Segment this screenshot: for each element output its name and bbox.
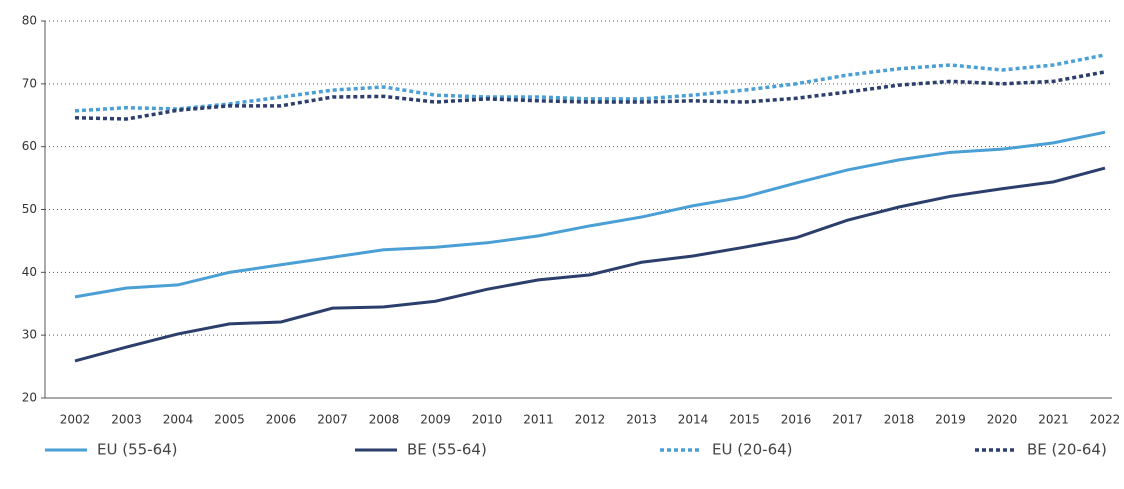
series-line <box>74 70 1106 121</box>
x-tick-label: 2005 <box>214 413 245 427</box>
x-tick-label: 2010 <box>472 413 503 427</box>
x-tick-label: 2021 <box>1038 413 1069 427</box>
x-tick-label: 2022 <box>1090 413 1121 427</box>
x-tick-label: 2003 <box>111 413 142 427</box>
x-tick-label: 2002 <box>60 413 91 427</box>
series-line <box>74 130 1106 299</box>
x-tick-label: 2019 <box>935 413 966 427</box>
x-tick-label: 2009 <box>420 413 451 427</box>
x-tick-label: 2018 <box>884 413 915 427</box>
y-tick-label: 30 <box>22 328 37 342</box>
legend-label: EU (55-64) <box>97 441 178 459</box>
y-tick-label: 20 <box>22 391 37 405</box>
y-tick-label: 50 <box>22 202 37 216</box>
legend-label: BE (20-64) <box>1027 441 1107 459</box>
x-tick-label: 2015 <box>729 413 760 427</box>
x-tick-label: 2007 <box>317 413 348 427</box>
x-tick-label: 2006 <box>266 413 297 427</box>
x-tick-label: 2012 <box>575 413 606 427</box>
x-tick-label: 2004 <box>163 413 194 427</box>
y-tick-label: 80 <box>22 14 37 28</box>
series-line <box>74 53 1106 113</box>
y-tick-label: 40 <box>22 265 37 279</box>
x-tick-label: 2017 <box>832 413 863 427</box>
x-tick-label: 2020 <box>987 413 1018 427</box>
y-tick-label: 60 <box>22 139 37 153</box>
legend-label: EU (20-64) <box>712 441 793 459</box>
x-tick-label: 2016 <box>781 413 812 427</box>
series-line <box>74 166 1106 363</box>
x-tick-label: 2014 <box>678 413 709 427</box>
y-tick-label: 70 <box>22 76 37 90</box>
x-tick-label: 2008 <box>369 413 400 427</box>
x-tick-label: 2013 <box>626 413 657 427</box>
legend-label: BE (55-64) <box>407 441 487 459</box>
x-tick-label: 2011 <box>523 413 554 427</box>
